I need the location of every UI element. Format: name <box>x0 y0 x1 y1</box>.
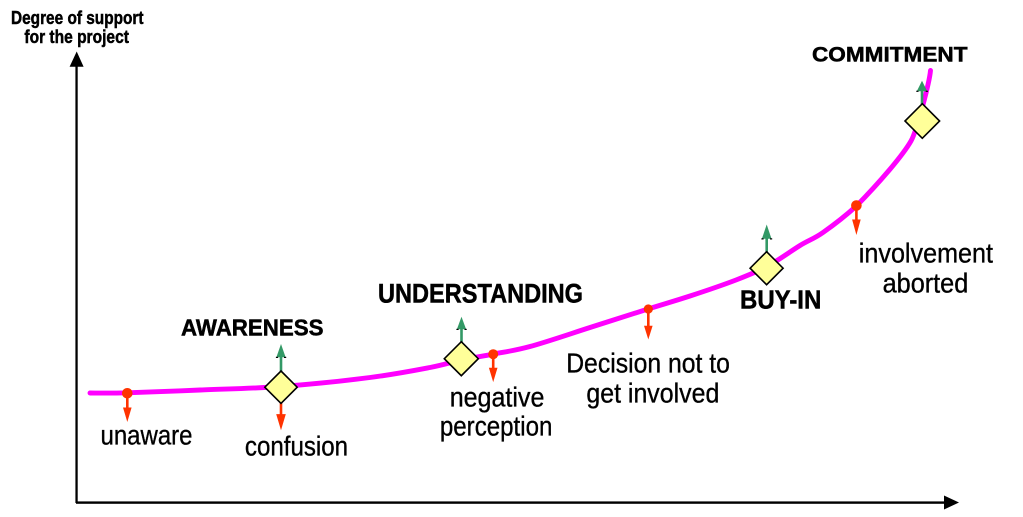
svg-text:Decision not to: Decision not to <box>566 348 730 379</box>
svg-text:involvement: involvement <box>859 238 993 269</box>
svg-text:perception: perception <box>440 411 553 442</box>
svg-text:Degree of support: Degree of support <box>11 7 144 28</box>
svg-text:COMMITMENT: COMMITMENT <box>812 42 968 67</box>
svg-text:confusion: confusion <box>245 431 348 462</box>
svg-text:negative: negative <box>450 382 545 413</box>
svg-text:for the project: for the project <box>24 26 128 47</box>
svg-text:UNDERSTANDING: UNDERSTANDING <box>378 279 583 309</box>
svg-text:BUY-IN: BUY-IN <box>740 285 821 315</box>
svg-text:get involved: get involved <box>586 378 719 409</box>
svg-text:unaware: unaware <box>101 419 193 450</box>
svg-text:aborted: aborted <box>883 267 969 298</box>
svg-text:AWARENESS: AWARENESS <box>181 314 324 340</box>
